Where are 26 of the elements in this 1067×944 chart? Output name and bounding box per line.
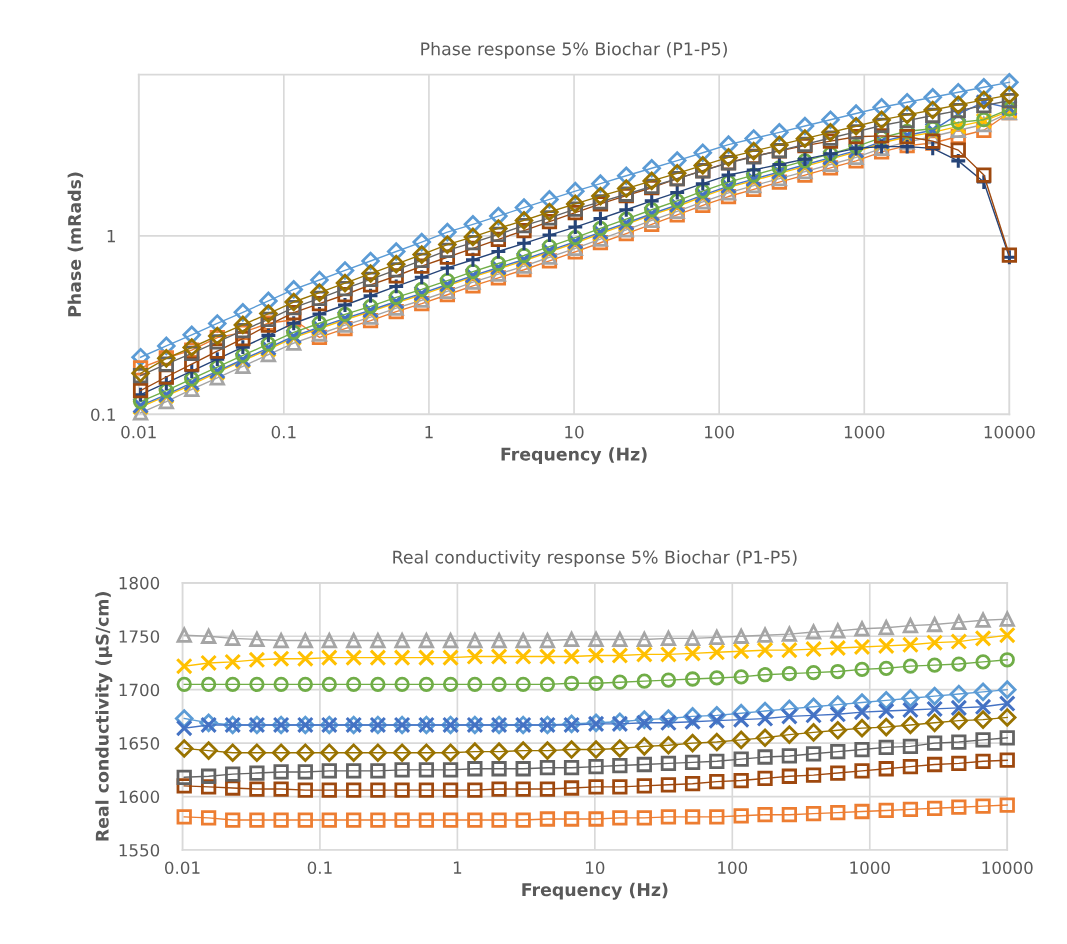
y-tick-label: 1750 [119, 630, 160, 643]
x-tick-label: 10 [586, 861, 605, 874]
x-tick-label: 1000 [850, 861, 890, 874]
y-tick-label: 1550 [119, 843, 160, 857]
x-tick-label: 10000 [982, 861, 1033, 874]
x-axis-title: Frequency (Hz) [501, 447, 647, 465]
x-tick-label: 10000 [984, 425, 1035, 439]
y-axis-title: Phase (mRads) [67, 172, 84, 317]
x-tick-label: 1 [425, 426, 433, 439]
x-tick-label: 100 [705, 425, 734, 439]
y-tick-label: 1650 [119, 737, 160, 750]
x-tick-label: 0.01 [165, 861, 200, 874]
x-tick-label: 0.01 [121, 425, 156, 439]
x-tick-label: 0.1 [307, 861, 332, 874]
y-tick-label: 1800 [119, 576, 160, 590]
x-tick-label: 0.1 [271, 425, 296, 439]
x-tick-label: 100 [718, 861, 748, 874]
y-axis-title: Real conductivity (µS/cm) [95, 592, 113, 841]
x-tick-label: 10 [565, 425, 584, 439]
x-tick-label: 1000 [844, 425, 885, 439]
chart-title: Phase response 5% Biochar (P1-P5) [421, 41, 727, 59]
y-tick-label: 1700 [119, 683, 160, 697]
chart-title: Real conductivity response 5% Biochar (P1-P5) [393, 550, 797, 567]
x-tick-label: 1 [453, 861, 462, 874]
x-axis-title: Frequency (Hz) [522, 882, 668, 900]
y-tick-label: 1600 [119, 790, 160, 804]
